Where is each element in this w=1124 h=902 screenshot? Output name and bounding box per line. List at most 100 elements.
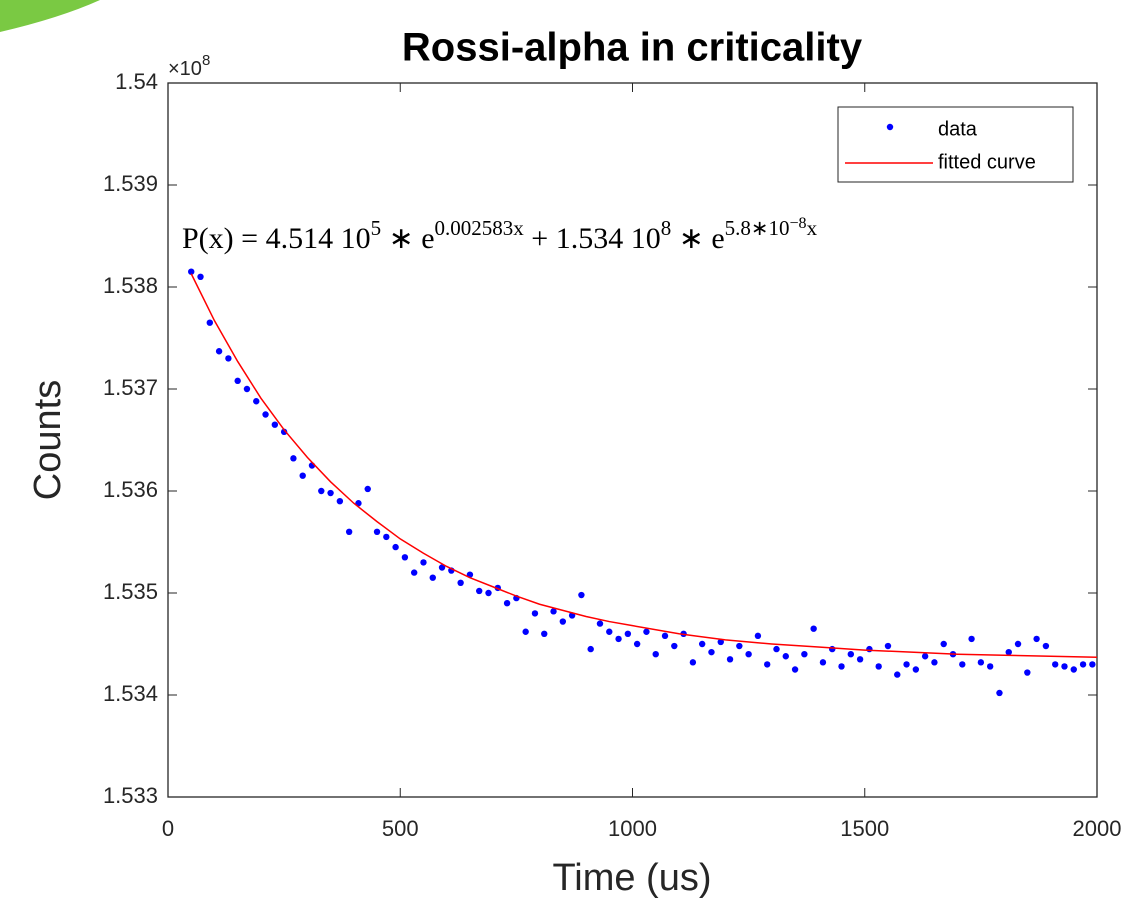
y-multiplier: ×108: [168, 52, 210, 80]
data-point: [652, 651, 659, 658]
y-tick-label: 1.536: [103, 477, 158, 502]
data-point: [717, 638, 724, 646]
data-point: [754, 632, 762, 640]
data-point: [986, 663, 994, 670]
equation-part: 0.002583x: [435, 216, 525, 240]
data-point: [1089, 661, 1096, 668]
data-point: [726, 656, 734, 663]
data-point: [206, 319, 214, 326]
data-point: [476, 587, 483, 595]
y-tick-label: 1.535: [103, 579, 158, 604]
data-point: [968, 635, 975, 643]
data-point: [215, 348, 223, 355]
data-point: [931, 659, 938, 666]
data-point: [810, 625, 817, 632]
equation-part: P(x) =: [182, 222, 266, 255]
legend-label: data: [938, 118, 978, 140]
data-point: [1024, 669, 1031, 676]
data-point: [290, 455, 297, 462]
data-point: [410, 569, 418, 576]
data-point: [243, 385, 251, 393]
data-point: [1042, 642, 1050, 650]
data-point: [847, 651, 855, 658]
equation-part: + 1.534 10: [524, 222, 661, 255]
data-point: [188, 268, 195, 275]
data-point: [940, 640, 947, 648]
x-tick-label: 0: [162, 816, 174, 841]
data-point: [903, 661, 910, 668]
data-point: [745, 651, 752, 658]
data-point: [327, 489, 334, 497]
x-tick-label: 1500: [840, 816, 889, 841]
data-point: [1079, 661, 1087, 668]
data-point: [643, 628, 650, 635]
data-point: [197, 273, 204, 280]
data-point: [959, 661, 966, 668]
data-point: [485, 589, 492, 597]
data-point: [819, 659, 827, 666]
y-tick-label: 1.54: [115, 69, 158, 94]
equation-part: x: [807, 216, 818, 240]
data-point: [318, 487, 325, 495]
data-point: [1061, 663, 1068, 670]
equation-part: 5: [371, 216, 382, 240]
data-point: [280, 428, 288, 436]
data-point: [661, 632, 669, 640]
data-point: [392, 543, 399, 551]
y-tick-label: 1.534: [103, 681, 158, 706]
data-point: [829, 645, 836, 653]
data-point: [429, 574, 436, 581]
data-point: [884, 642, 892, 650]
data-point: [457, 579, 464, 586]
y-tick-label: 1.533: [103, 783, 158, 808]
data-point: [921, 653, 929, 660]
equation-part: 4.514 10: [266, 222, 371, 255]
data-point: [401, 554, 409, 561]
data-point: [671, 642, 678, 650]
data-point: [234, 377, 241, 385]
data-point: [299, 472, 306, 479]
data-point: [791, 666, 799, 673]
y-axis-label: Counts: [27, 380, 69, 500]
plot-area: [167, 82, 1098, 798]
legend-marker: [886, 123, 894, 131]
data-point: [838, 663, 845, 670]
data-point: [1051, 661, 1059, 668]
equation-part: 5.8∗10: [725, 216, 790, 240]
data-point: [1014, 640, 1022, 648]
data-point: [782, 653, 789, 660]
data-point: [615, 635, 622, 643]
equation-part: ∗ e: [381, 222, 434, 255]
fitted-line: [190, 273, 1098, 659]
data-point: [773, 645, 780, 653]
data-point: [531, 610, 539, 617]
data-point: [633, 640, 641, 648]
data-point: [801, 651, 808, 658]
x-tick-label: 500: [382, 816, 419, 841]
data-point: [894, 671, 901, 678]
data-point: [866, 645, 873, 653]
x-axis-label: Time (us): [552, 857, 711, 899]
data-point: [262, 411, 269, 418]
data-point: [578, 591, 585, 599]
data-point: [253, 398, 260, 405]
x-tick-label: 2000: [1073, 816, 1122, 841]
data-point: [336, 498, 344, 505]
data-point: [689, 659, 697, 666]
data-point: [550, 608, 557, 615]
y-tick-label: 1.539: [103, 171, 158, 196]
equation: P(x) = 4.514 105 ∗ e0.002583x + 1.534 10…: [182, 215, 818, 255]
data-point: [383, 533, 390, 541]
data-point: [345, 528, 353, 535]
y-tick-label: 1.537: [103, 375, 158, 400]
data-point: [764, 661, 771, 668]
x-tick-label: 1000: [608, 816, 657, 841]
data-point: [559, 618, 567, 625]
data-point: [856, 656, 864, 663]
data-point: [996, 689, 1003, 697]
data-point: [364, 485, 371, 493]
legend-box: [837, 106, 1074, 183]
data-point: [736, 642, 743, 650]
legend-label: fitted curve: [938, 151, 1036, 173]
